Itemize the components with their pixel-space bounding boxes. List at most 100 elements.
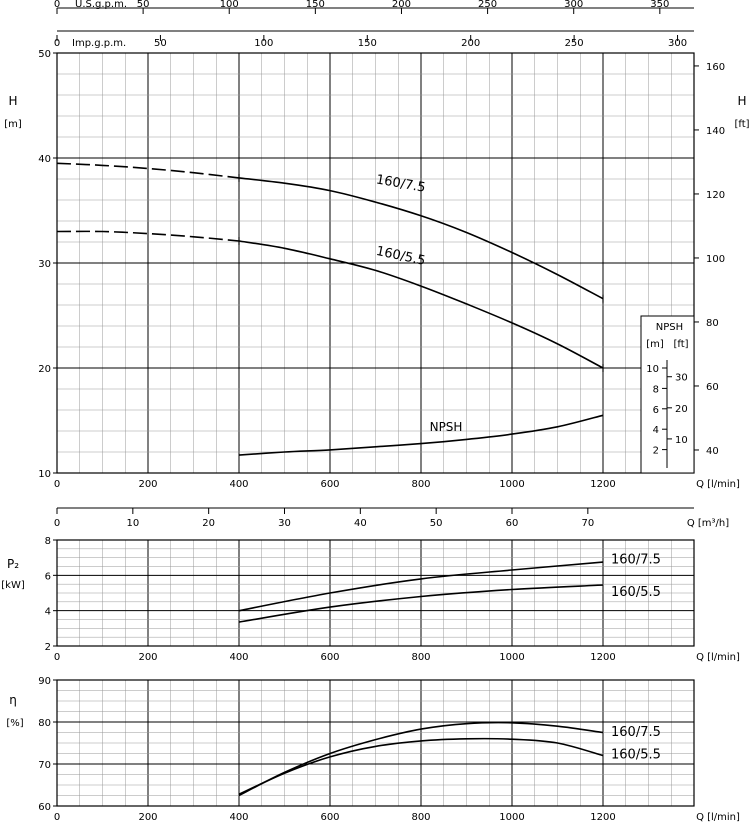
p2-axis-unit: [kW]	[1, 580, 25, 591]
series-label-power-160-5.5: 160/5.5	[611, 585, 661, 600]
x-tick-label: 1000	[499, 812, 524, 823]
series-line-head-1-dashed	[56, 230, 240, 242]
scale-tick-label-imp_gpm: 150	[358, 38, 377, 49]
p2-axis-title: P₂	[7, 557, 19, 571]
x-tick-label: 0	[54, 812, 60, 823]
series-label-npsh: NPSH	[430, 420, 463, 434]
scale-tick-label-m3h: 40	[354, 518, 367, 529]
scale-tick-label-imp_gpm: 100	[254, 38, 273, 49]
y2-tick-label: 60	[706, 382, 719, 393]
x-axis-label: Q [l/min]	[696, 652, 740, 663]
h-axis-unit: [m]	[4, 119, 22, 130]
x-axis-label: Q [l/min]	[696, 812, 740, 823]
scale-tick-label-us_gpm: 0	[54, 0, 60, 10]
npsh-m-tick-label: 10	[646, 364, 659, 375]
scale-tick-label-m3h: 30	[278, 518, 291, 529]
x-tick-label: 200	[138, 652, 157, 663]
scale-tick-label-imp_gpm: 200	[461, 38, 480, 49]
x-tick-label: 600	[320, 479, 339, 490]
x-tick-label: 1000	[499, 479, 524, 490]
series-line-head-1	[238, 240, 604, 369]
scale-tick-label-us_gpm: 100	[220, 0, 239, 10]
y-tick-label: 90	[38, 676, 51, 687]
x-tick-label: 800	[411, 479, 430, 490]
y-tick-label: 8	[45, 536, 51, 547]
grid-layer	[53, 7, 699, 807]
x-tick-label: 400	[229, 812, 248, 823]
x-tick-label: 200	[138, 812, 157, 823]
scale-tick-label-m3h: 70	[581, 518, 594, 529]
y-tick-label: 50	[38, 49, 51, 60]
npsh-ft-tick-label: 20	[675, 404, 688, 415]
curves-layer	[56, 162, 695, 797]
x-tick-label: 0	[54, 479, 60, 490]
x-tick-label: 1200	[590, 812, 615, 823]
scale-tick-label-us_gpm: 350	[650, 0, 669, 10]
scale-tick-label-imp_gpm: 300	[668, 38, 687, 49]
series-label-eff-160-7.5: 160/7.5	[611, 725, 661, 740]
h-ft-axis-unit: [ft]	[734, 119, 749, 130]
eta-axis-title: η	[9, 693, 17, 707]
series-line-head-0-dashed	[56, 162, 240, 179]
x-axis-label: Q [l/min]	[696, 479, 740, 490]
series-line-power-0	[238, 561, 604, 612]
npsh-ft-tick-label: 30	[675, 373, 688, 384]
scale-tick-label-us_gpm: 250	[478, 0, 497, 10]
scale-tick-label-m3h: 50	[430, 518, 443, 529]
x-tick-label: 1200	[590, 479, 615, 490]
scale-tick-label-imp_gpm: 0	[54, 38, 60, 49]
x-tick-label: 0	[54, 652, 60, 663]
h-axis-title: H	[8, 94, 17, 108]
series-label-160-5.5: 160/5.5	[375, 244, 427, 269]
y2-tick-label: 80	[706, 318, 719, 329]
h-ft-axis-title: H	[737, 94, 746, 108]
scale-tick-label-us_gpm: 300	[564, 0, 583, 10]
scale-tick-label-m3h: 10	[126, 518, 139, 529]
y-tick-label: 60	[38, 802, 51, 813]
series-line-head-0	[238, 177, 604, 300]
y-tick-label: 80	[38, 718, 51, 729]
scale-tick-label-us_gpm: 150	[306, 0, 325, 10]
y-tick-label: 2	[45, 642, 51, 653]
series-label-160-7.5: 160/7.5	[375, 172, 427, 195]
series-line-head-2	[238, 414, 604, 456]
y-tick-label: 70	[38, 760, 51, 771]
y-tick-label: 6	[45, 571, 51, 582]
scale-label-imp_gpm: Imp.g.p.m.	[72, 38, 126, 49]
scale-label-m3h: Q [m³/h]	[687, 518, 729, 529]
npsh-m-tick-label: 8	[653, 384, 659, 395]
scale-tick-label-us_gpm: 50	[137, 0, 150, 10]
x-tick-label: 600	[320, 652, 339, 663]
npsh-ft-unit: [ft]	[673, 339, 688, 350]
scale-tick-label-m3h: 20	[202, 518, 215, 529]
plot-frame-power	[56, 539, 695, 647]
x-tick-label: 200	[138, 479, 157, 490]
npsh-m-unit: [m]	[646, 339, 664, 350]
y-tick-label: 30	[38, 259, 51, 270]
scale-tick-label-m3h: 0	[54, 518, 60, 529]
npsh-m-tick-label: 2	[653, 446, 659, 457]
y2-tick-label: 140	[706, 126, 725, 137]
scale-tick-label-imp_gpm: 250	[565, 38, 584, 49]
series-line-efficiency-0	[238, 721, 604, 797]
series-line-efficiency-1	[238, 737, 604, 795]
y2-tick-label: 120	[706, 190, 725, 201]
y-tick-label: 4	[45, 607, 51, 618]
npsh-m-tick-label: 6	[653, 405, 659, 416]
npsh-box-title: NPSH	[656, 322, 683, 333]
y2-tick-label: 100	[706, 254, 725, 265]
scale-tick-label-us_gpm: 200	[392, 0, 411, 10]
y-tick-label: 10	[38, 469, 51, 480]
y-tick-label: 40	[38, 154, 51, 165]
npsh-m-tick-label: 4	[653, 425, 659, 436]
x-tick-label: 1200	[590, 652, 615, 663]
x-tick-label: 400	[229, 479, 248, 490]
plot-frame-efficiency	[56, 679, 695, 807]
y-tick-label: 20	[38, 364, 51, 375]
x-tick-label: 800	[411, 812, 430, 823]
scale-tick-label-imp_gpm: 50	[154, 38, 167, 49]
eta-axis-unit: [%]	[6, 718, 23, 729]
x-tick-label: 800	[411, 652, 430, 663]
